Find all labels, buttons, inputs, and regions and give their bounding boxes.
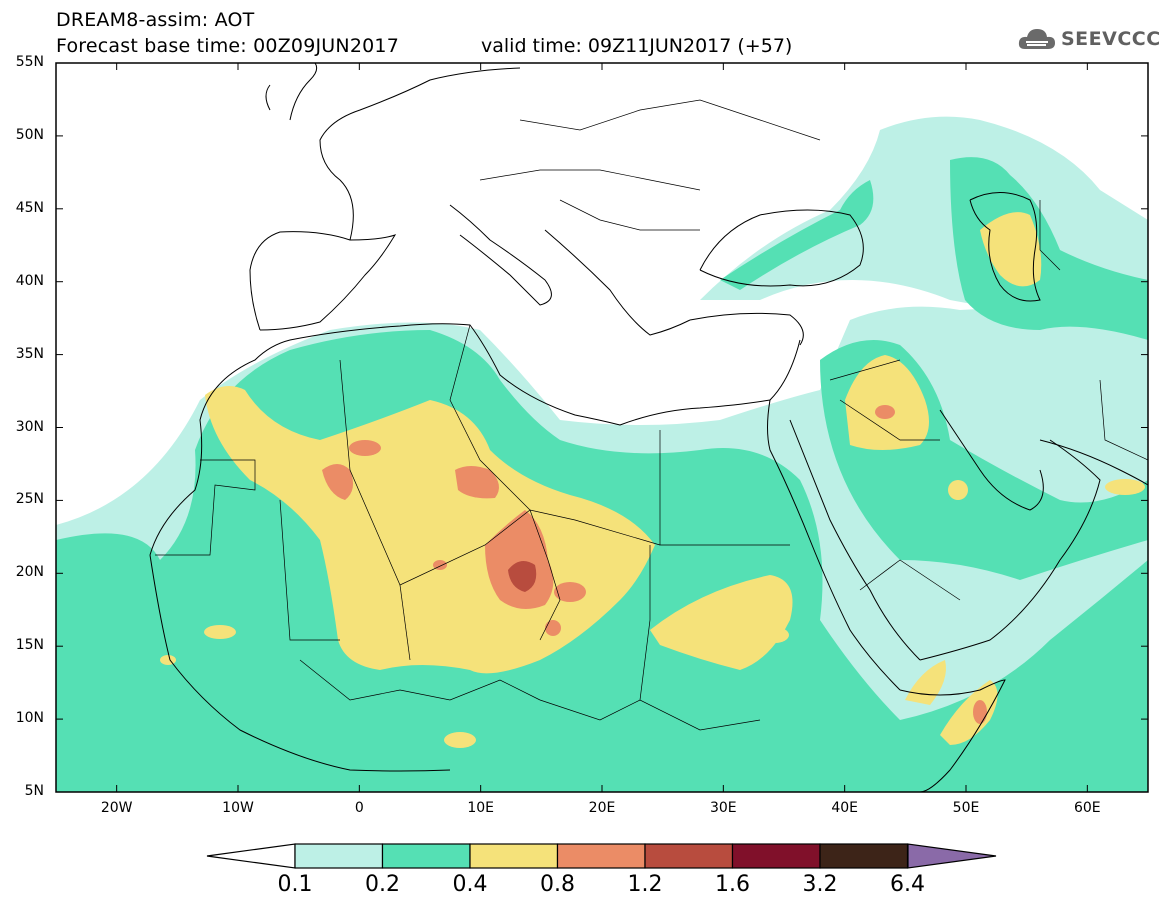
lat-label: 50N (15, 126, 44, 143)
lat-label: 45N (15, 199, 44, 216)
aot-band-0.4-yemen (905, 660, 946, 705)
aot-band-0.4-spot5 (948, 480, 968, 500)
aot-band-0.4-sudan (650, 575, 793, 670)
colorbar-box (469, 843, 559, 869)
lon-label: 20W (100, 800, 133, 816)
aot-band-0.8-chad (485, 510, 554, 609)
lon-label: 50E (952, 800, 980, 816)
coastlines (149, 63, 1148, 792)
colorbar-box (819, 843, 909, 869)
aot-band-0.8-spot2 (554, 582, 586, 602)
aot-contours (56, 63, 1148, 792)
colorbar-box (294, 843, 384, 869)
aot-band-0.8-spot1 (349, 440, 381, 456)
lon-label: 20E (588, 800, 616, 816)
colorbar-boxes (294, 843, 909, 869)
aot-band-0.4-spot6 (160, 655, 176, 665)
aot-band-0.4-spot2 (444, 732, 476, 748)
aot-band-0.4-spot4 (1105, 479, 1145, 495)
colorbar-label: 3.2 (802, 872, 838, 897)
colorbar-box (644, 843, 734, 869)
colorbar-label: 0.4 (452, 872, 488, 897)
colorbar-label: 0.2 (365, 872, 400, 897)
valid-time: valid time: 09Z11JUN2017 (+57) (481, 35, 793, 57)
aot-band-0.8-algeria (322, 464, 354, 500)
aot-band-0.4-spot1 (204, 625, 236, 639)
lat-label: 35N (15, 345, 44, 362)
colorbar-box (381, 843, 471, 869)
colorbar-label: 1.6 (715, 872, 750, 897)
lat-label: 20N (15, 564, 44, 581)
lat-label: 55N (15, 54, 44, 70)
colorbar-label: 6.4 (890, 872, 925, 897)
aot-band-0.2-caspian (950, 157, 1148, 340)
colorbar-box (556, 843, 646, 869)
map-title: DREAM8-assim: AOT (56, 9, 255, 31)
colorbar-label: 0.8 (540, 872, 575, 897)
aot-band-0.4-somalia (940, 680, 998, 745)
lon-label: 40E (831, 800, 858, 816)
lat-label: 25N (15, 491, 44, 508)
aot-band-1.2-chad (508, 561, 537, 592)
lon-label: 10W (222, 800, 254, 816)
aot-band-0.8-spot4 (875, 405, 895, 419)
aot-band-0.4-spot3 (761, 627, 789, 643)
aot-band-0.8-libya (455, 466, 499, 499)
lat-label: 15N (15, 637, 44, 654)
colorbar-label: 1.2 (627, 872, 663, 897)
aot-band-0.8-spot3 (545, 620, 561, 636)
lat-label: 10N (15, 710, 44, 727)
lat-label: 40N (15, 272, 44, 289)
colorbar-right-arrow (907, 843, 997, 869)
logo-text: SEEVCCC (1061, 28, 1161, 50)
cloud-icon (1018, 29, 1055, 49)
colorbar-label: 0.1 (277, 872, 313, 897)
axis-ticks (56, 62, 1148, 793)
aot-band-0.8-spot6 (973, 700, 987, 724)
colorbar-left-arrow (206, 843, 296, 869)
seevccc-logo: SEEVCCC (1017, 24, 1161, 54)
aot-band-0.4-caspian (980, 212, 1042, 287)
lon-label: 10E (467, 800, 494, 816)
lat-label: 5N (24, 783, 44, 799)
forecast-base-time: Forecast base time: 00Z09JUN2017 (56, 35, 399, 57)
aot-band-0.2-eastsea (720, 180, 874, 290)
lon-label: 60E (1073, 800, 1101, 816)
lon-label: 30E (709, 800, 737, 816)
lat-label: 30N (15, 418, 44, 435)
aot-band-0.4-iraq (845, 355, 929, 450)
lon-label: 0 (354, 800, 364, 816)
colorbar-box (731, 843, 821, 869)
colorbar (206, 843, 997, 869)
